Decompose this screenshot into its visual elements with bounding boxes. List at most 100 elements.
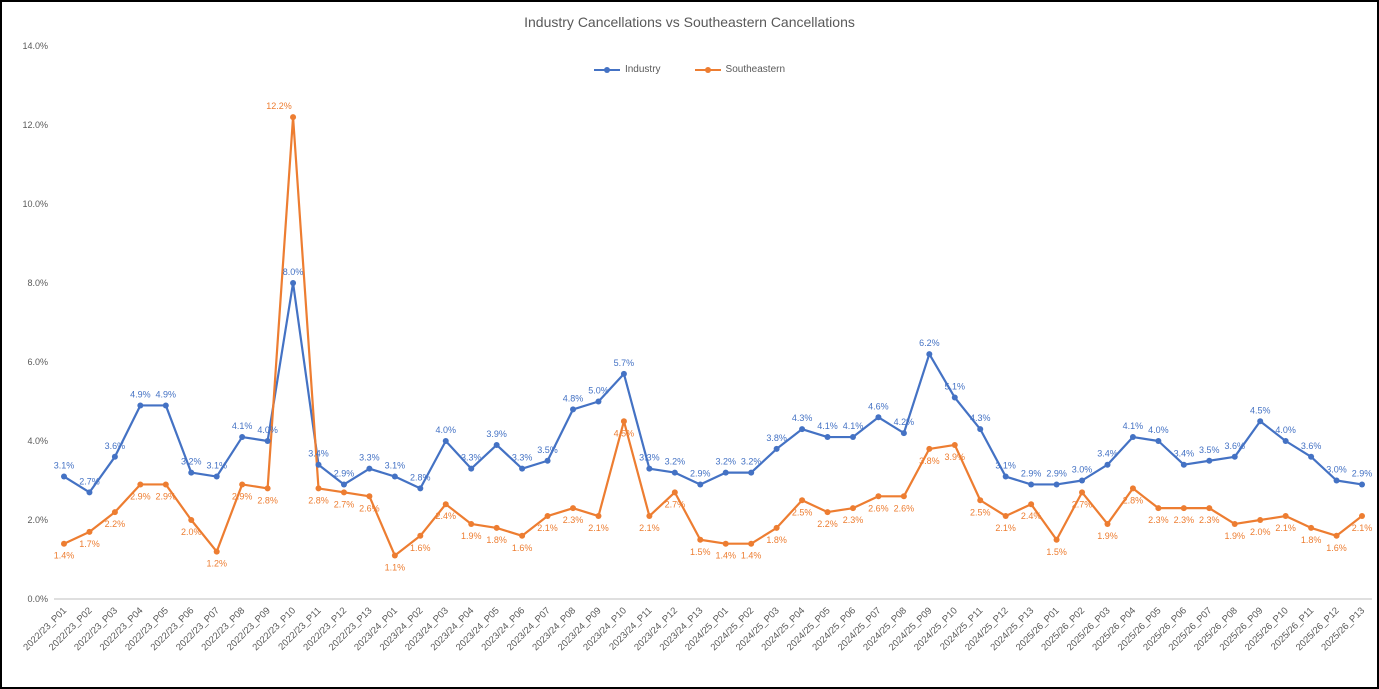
industry-data-point [1002, 473, 1009, 480]
southeastern-data-label: 1.2% [206, 559, 227, 569]
industry-data-point [86, 489, 93, 496]
industry-data-point [671, 469, 678, 476]
southeastern-data-label: 2.9% [232, 491, 253, 501]
southeastern-data-point [951, 441, 958, 448]
industry-data-point [239, 434, 246, 441]
industry-data-point [417, 485, 424, 492]
industry-data-label: 4.0% [436, 425, 457, 435]
southeastern-data-label: 2.0% [181, 527, 202, 537]
industry-data-label: 5.0% [588, 386, 609, 396]
industry-data-point [951, 394, 958, 401]
southeastern-data-label: 2.4% [436, 511, 457, 521]
industry-data-label: 3.8% [766, 433, 787, 443]
southeastern-data-point [442, 501, 449, 508]
southeastern-data-label: 2.1% [1275, 523, 1296, 533]
industry-data-point [315, 461, 322, 468]
southeastern-data-point [1231, 520, 1238, 527]
industry-data-label: 3.4% [308, 449, 329, 459]
industry-data-point [493, 441, 500, 448]
southeastern-data-label: 1.9% [1097, 531, 1118, 541]
southeastern-data-point [137, 481, 144, 488]
industry-data-label: 4.1% [1123, 421, 1144, 431]
southeastern-data-label: 2.6% [359, 503, 380, 513]
southeastern-legend-line-marker [694, 66, 721, 73]
industry-data-point [1333, 477, 1340, 484]
southeastern-data-point [213, 548, 220, 555]
southeastern-data-point [1333, 532, 1340, 539]
southeastern-series-line [62, 115, 1364, 557]
industry-data-label: 4.9% [156, 389, 177, 399]
southeastern-data-label: 1.8% [766, 535, 787, 545]
southeastern-data-point [799, 497, 806, 504]
industry-data-label: 4.1% [817, 421, 838, 431]
southeastern-data-point [366, 493, 373, 500]
industry-data-point [849, 434, 856, 441]
industry-data-point [1180, 461, 1187, 468]
y-axis-tick-label: 10.0% [22, 199, 48, 209]
industry-data-point [824, 434, 831, 441]
industry-data-point [1206, 457, 1213, 464]
southeastern-data-point [239, 481, 246, 488]
industry-series-line [62, 281, 1364, 494]
southeastern-data-label: 2.8% [308, 495, 329, 505]
industry-data-label: 3.5% [1199, 445, 1220, 455]
industry-data-point [519, 465, 526, 472]
industry-data-point [1257, 418, 1264, 425]
southeastern-data-point [1155, 505, 1162, 512]
legend-item-industry[interactable]: Industry [593, 64, 661, 75]
southeastern-data-point [1206, 505, 1213, 512]
industry-data-label: 5.7% [614, 358, 635, 368]
southeastern-data-point [1129, 485, 1136, 492]
industry-data-point [1308, 453, 1315, 460]
southeastern-data-label: 2.3% [1174, 515, 1195, 525]
southeastern-data-point [977, 497, 984, 504]
southeastern-data-point [849, 505, 856, 512]
industry-data-label: 3.3% [639, 453, 660, 463]
southeastern-data-point [86, 528, 93, 535]
industry-data-label: 3.1% [206, 461, 227, 471]
industry-data-label: 3.3% [512, 453, 533, 463]
industry-data-label: 3.1% [995, 461, 1016, 471]
southeastern-data-label: 12.2% [266, 101, 292, 111]
industry-data-point [1104, 461, 1111, 468]
industry-data-point [61, 473, 67, 480]
industry-data-point [340, 481, 347, 488]
industry-data-point [111, 453, 118, 460]
southeastern-data-label: 2.1% [588, 523, 609, 533]
industry-data-point [926, 351, 933, 358]
industry-data-label: 4.0% [257, 425, 278, 435]
chart-title: Industry Cancellations vs Southeastern C… [524, 14, 855, 30]
y-axis-tick-label: 2.0% [27, 515, 48, 525]
southeastern-data-label: 4.5% [614, 428, 635, 438]
southeastern-data-point [748, 540, 755, 547]
southeastern-legend-dot [704, 66, 711, 73]
industry-data-label: 3.6% [1224, 441, 1245, 451]
southeastern-data-label: 2.7% [334, 499, 355, 509]
industry-data-label: 3.2% [715, 457, 736, 467]
southeastern-data-label: 2.2% [105, 519, 126, 529]
southeastern-data-label: 1.6% [410, 543, 431, 553]
southeastern-data-point [264, 485, 271, 492]
southeastern-data-point [1180, 505, 1187, 512]
southeastern-data-point [61, 540, 67, 547]
southeastern-data-point [671, 489, 678, 496]
southeastern-data-label: 2.1% [537, 523, 558, 533]
industry-data-label: 3.1% [385, 461, 406, 471]
southeastern-data-point [493, 524, 500, 531]
southeastern-data-point [111, 509, 118, 516]
industry-data-point [570, 406, 577, 413]
industry-data-label: 4.3% [970, 413, 991, 423]
southeastern-data-label: 2.0% [1250, 527, 1271, 537]
southeastern-data-point [290, 114, 297, 121]
legend-item-southeastern[interactable]: Southeastern [694, 64, 785, 75]
southeastern-data-label: 1.6% [512, 543, 533, 553]
southeastern-data-label: 2.8% [1123, 495, 1144, 505]
industry-data-label: 4.9% [130, 389, 151, 399]
industry-data-label: 3.3% [461, 453, 482, 463]
industry-data-label: 3.5% [537, 445, 558, 455]
southeastern-data-label: 2.7% [665, 499, 686, 509]
southeastern-data-point [620, 418, 627, 425]
southeastern-data-point [1002, 513, 1009, 520]
